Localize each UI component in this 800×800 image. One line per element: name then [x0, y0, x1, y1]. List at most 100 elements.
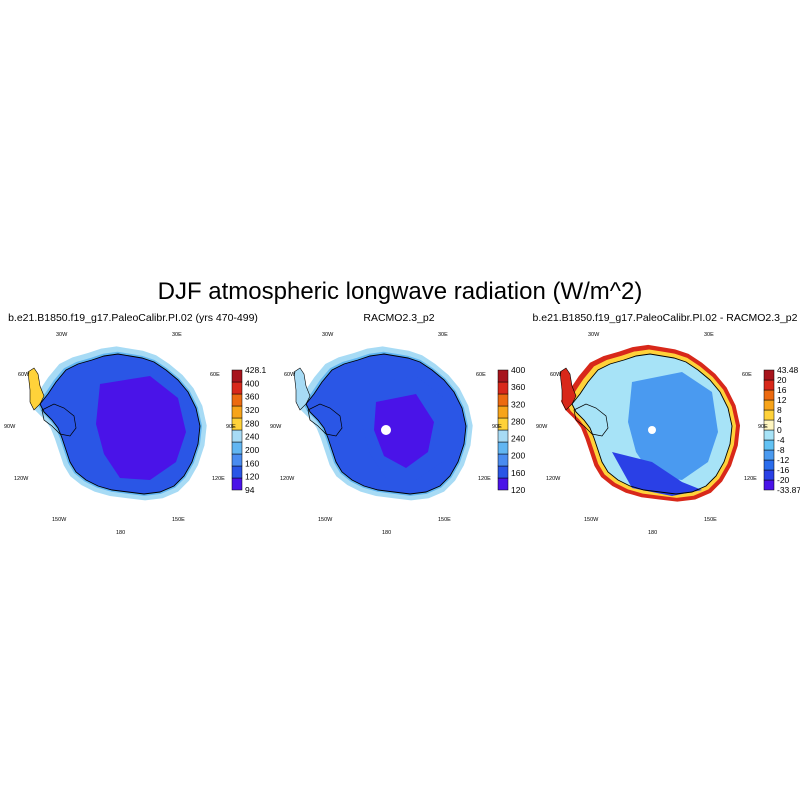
colorbar-tick-label: 320	[511, 399, 525, 409]
colorbar-swatch	[231, 393, 243, 407]
pole-hole	[381, 425, 391, 435]
lon-label-150e: 150E	[704, 517, 717, 523]
colorbar-swatch	[763, 379, 775, 391]
lon-label-180: 180	[648, 530, 658, 536]
lon-label-30w: 30W	[588, 332, 600, 338]
colorbar-swatch	[497, 453, 509, 467]
lon-label-30w: 30W	[56, 332, 68, 338]
coastline	[39, 353, 201, 495]
colorbar-tick-label: 43.48	[777, 365, 799, 375]
colorbar-swatch	[763, 439, 775, 451]
colorbar-swatch	[763, 469, 775, 481]
colorbar-swatch	[497, 369, 509, 383]
colorbar-swatch	[763, 479, 775, 491]
colorbar-tick-label: 400	[511, 365, 525, 375]
lon-label-60w: 60W	[550, 372, 562, 378]
peninsula	[559, 367, 577, 411]
colorbar-tick-label: 0	[777, 425, 782, 435]
colorbar-tick-label: 360	[245, 392, 259, 402]
colorbar-tick-label: 428.1	[245, 365, 267, 375]
colorbar-tick-label: -20	[777, 475, 790, 485]
colorbar-swatch	[763, 369, 775, 381]
colorbar-tick-label: -8	[777, 445, 785, 455]
colorbar-swatch	[497, 429, 509, 443]
lon-label-150w: 150W	[318, 517, 333, 523]
lon-label-30e: 30E	[704, 332, 714, 338]
lon-label-90w: 90W	[536, 424, 548, 430]
lon-label-90w: 90W	[4, 424, 16, 430]
lon-label-150w: 150W	[52, 517, 67, 523]
colorbar-swatch	[231, 465, 243, 479]
colorbar-swatch	[231, 369, 243, 383]
colorbar-tick-label: 8	[777, 405, 782, 415]
antarctica-map-racmo: 400 360 320 280 240 200 160 120	[293, 346, 525, 501]
colorbar-tick-label: 200	[511, 451, 525, 461]
colorbar-tick-label: 12	[777, 395, 787, 405]
lon-label-60e: 60E	[476, 372, 486, 378]
colorbar-swatch	[763, 459, 775, 471]
colorbar-swatch	[497, 393, 509, 407]
colorbar-swatch	[231, 441, 243, 455]
colorbar-swatch	[763, 399, 775, 411]
colorbar-tick-label: 16	[777, 385, 787, 395]
map-panel-difference: b.e21.B1850.f19_g17.PaleoCalibr.PI.02 - …	[532, 312, 800, 542]
panel-title: b.e21.B1850.f19_g17.PaleoCalibr.PI.02 (y…	[8, 312, 258, 324]
colorbar-tick-label: -16	[777, 465, 790, 475]
lon-label-150e: 150E	[172, 517, 185, 523]
colorbar-tick-label: 160	[245, 458, 259, 468]
colorbar-swatch	[231, 381, 243, 395]
diff-interior	[628, 372, 718, 480]
lon-label-120w: 120W	[546, 476, 561, 482]
colorbar-swatch	[231, 429, 243, 443]
colorbar-tick-label: 360	[511, 382, 525, 392]
colorbar-tick-label: 120	[245, 472, 259, 482]
lon-label-60e: 60E	[742, 372, 752, 378]
colorbar-swatch	[497, 465, 509, 479]
colorbar-tick-label: 200	[245, 445, 259, 455]
colorbar-tick-label: -4	[777, 435, 785, 445]
map-panel-control: b.e21.B1850.f19_g17.PaleoCalibr.PI.02 (y…	[0, 312, 267, 542]
peninsula	[27, 367, 45, 411]
panel-title: RACMO2.3_p2	[363, 312, 435, 324]
lon-label-180: 180	[382, 530, 392, 536]
colorbar-tick-label: -12	[777, 455, 790, 465]
lon-label-120e: 120E	[478, 476, 491, 482]
colorbar-swatch	[763, 389, 775, 401]
colorbar-swatch	[497, 477, 509, 491]
lon-label-90e: 90E	[758, 424, 768, 430]
peninsula	[293, 367, 311, 411]
ice-shelf-outline	[307, 403, 343, 437]
colorbar-tick-label: 400	[245, 378, 259, 388]
colorbar-tick-label: 160	[511, 468, 525, 478]
lon-label-60e: 60E	[210, 372, 220, 378]
coastline	[305, 353, 467, 495]
colorbar-swatch	[763, 429, 775, 441]
colorbar-swatch	[231, 453, 243, 467]
map-panel-racmo: RACMO2.3_p2 400 360 320 280 240 200 160 120 30W…	[266, 312, 532, 542]
panel-title: b.e21.B1850.f19_g17.PaleoCalibr.PI.02 - …	[532, 312, 798, 324]
lon-label-30w: 30W	[322, 332, 334, 338]
colorbar-tick-label: 280	[245, 418, 259, 428]
colorbar-swatch	[231, 477, 243, 491]
lon-label-90w: 90W	[270, 424, 282, 430]
ice-shelf-outline	[41, 403, 77, 437]
colorbar-swatch	[763, 449, 775, 461]
coastline	[571, 353, 733, 495]
lon-label-90e: 90E	[226, 424, 236, 430]
colorbar-swatch	[497, 405, 509, 419]
antarctica-map-control: 428.1 400 360 320 280 240 200 160 120 94	[27, 346, 267, 501]
colorbar-swatch	[231, 405, 243, 419]
lon-label-150e: 150E	[438, 517, 451, 523]
colorbar-tick-label: -33.87	[777, 485, 800, 495]
lon-label-120w: 120W	[14, 476, 29, 482]
lon-label-90e: 90E	[492, 424, 502, 430]
pole-hole	[648, 426, 656, 434]
colorbar-tick-label: 240	[511, 434, 525, 444]
lon-label-120w: 120W	[280, 476, 295, 482]
colorbar-tick-label: 120	[511, 485, 525, 495]
lon-label-30e: 30E	[438, 332, 448, 338]
colorbar-tick-label: 320	[245, 405, 259, 415]
plateau-core	[374, 394, 434, 468]
lon-label-30e: 30E	[172, 332, 182, 338]
